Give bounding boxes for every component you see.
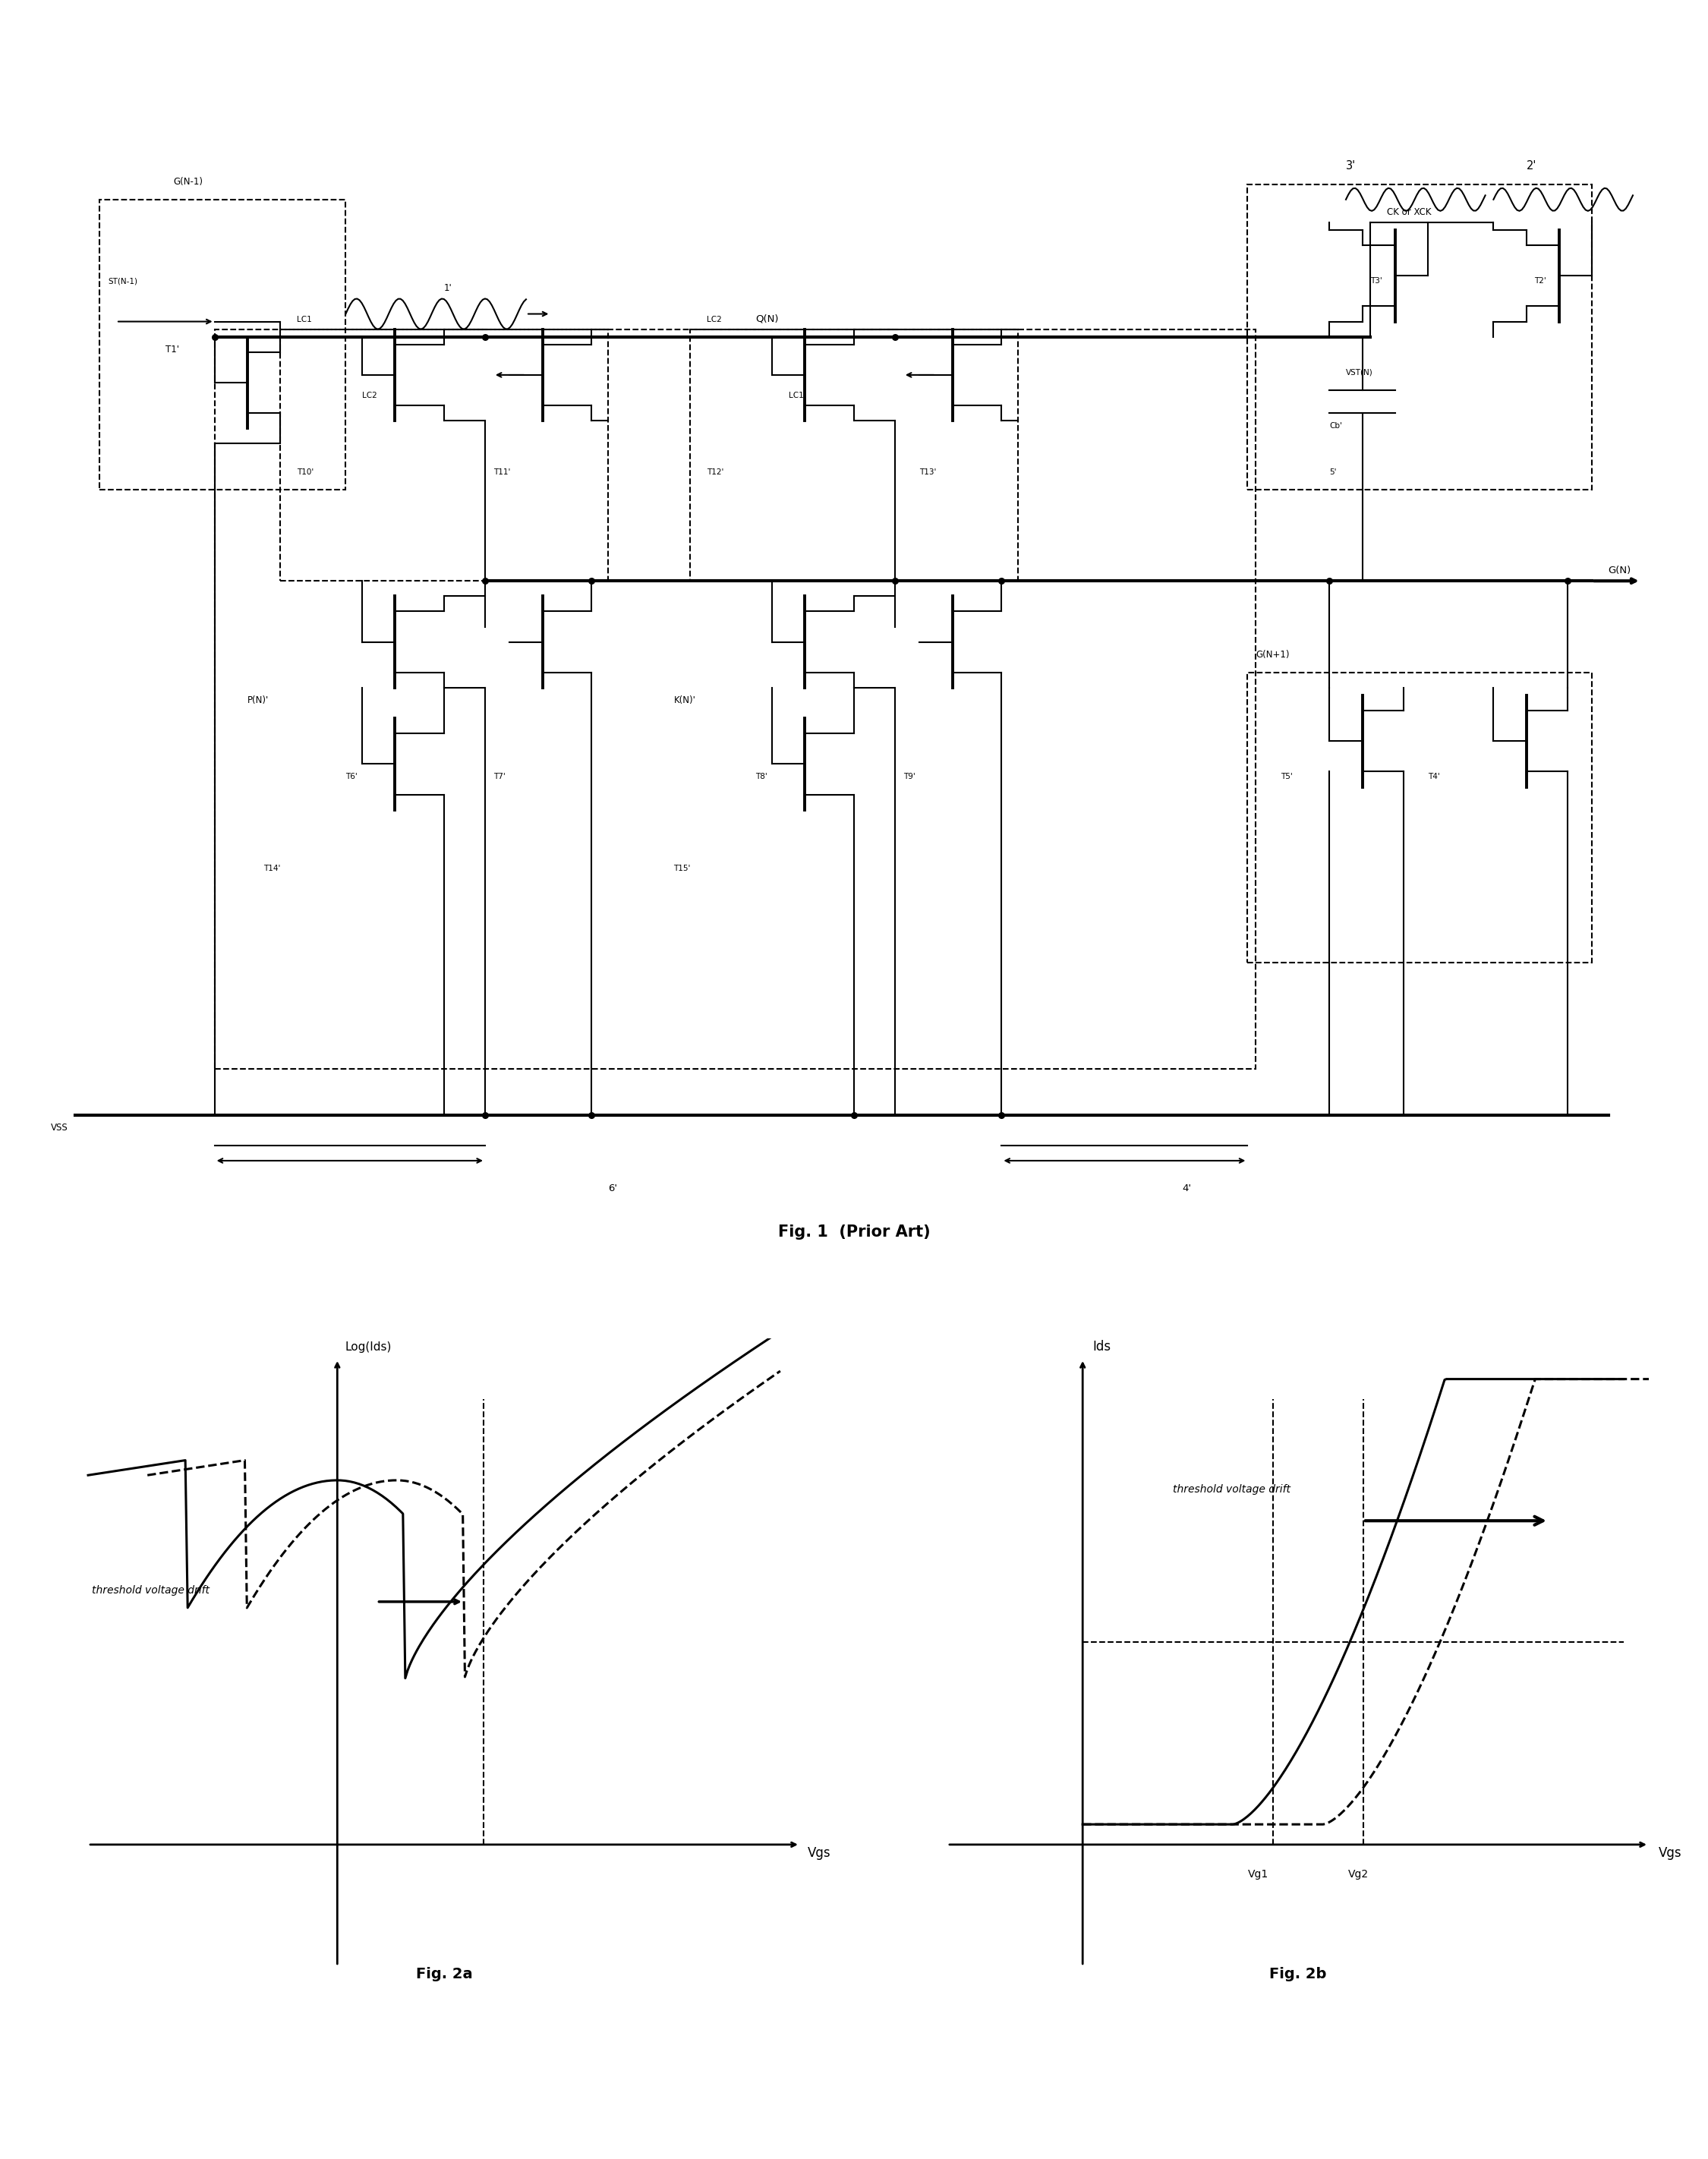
Text: T13': T13' [919, 469, 936, 475]
Text: T4': T4' [1428, 773, 1440, 782]
Text: K(N)': K(N)' [673, 695, 695, 706]
Point [987, 1097, 1015, 1131]
Point [1315, 563, 1342, 598]
Point [577, 563, 605, 598]
Text: T14': T14' [263, 866, 280, 872]
Text: Fig. 2b: Fig. 2b [1269, 1967, 1327, 1982]
Text: G(N-1): G(N-1) [174, 177, 203, 186]
Point [202, 320, 229, 354]
Point [987, 563, 1015, 598]
Bar [690, 328, 1018, 581]
Text: ST(N-1): ST(N-1) [108, 276, 138, 285]
Text: Q(N): Q(N) [755, 313, 779, 324]
Text: T6': T6' [345, 773, 357, 782]
Text: Vgs: Vgs [1658, 1846, 1682, 1859]
Text: LC1: LC1 [297, 315, 311, 324]
Text: LC2: LC2 [362, 391, 377, 399]
Point [471, 320, 499, 354]
Text: G(N): G(N) [1609, 566, 1631, 576]
Text: 2': 2' [1527, 160, 1537, 171]
Text: 6': 6' [608, 1183, 617, 1194]
Point [881, 563, 909, 598]
Point [840, 1097, 868, 1131]
Text: Vg1: Vg1 [1249, 1870, 1269, 1878]
Text: threshold voltage drift: threshold voltage drift [92, 1585, 210, 1596]
Text: LC2: LC2 [707, 315, 721, 324]
Text: T9': T9' [904, 773, 915, 782]
Text: G(N+1): G(N+1) [1255, 650, 1290, 658]
Text: LC1: LC1 [789, 391, 803, 399]
Bar [280, 328, 608, 581]
Text: Ids: Ids [1093, 1341, 1110, 1354]
Text: T12': T12' [707, 469, 724, 475]
Text: 1': 1' [444, 283, 453, 294]
Text: 4': 4' [1182, 1183, 1190, 1194]
Text: T15': T15' [673, 866, 690, 872]
Text: T1': T1' [166, 345, 179, 354]
Text: VST(N): VST(N) [1346, 369, 1373, 376]
Point [577, 1097, 605, 1131]
Point [1554, 563, 1582, 598]
Text: P(N)': P(N)' [248, 695, 268, 706]
Text: CK or XCK: CK or XCK [1387, 207, 1431, 218]
Text: Vgs: Vgs [808, 1846, 832, 1859]
Text: T5': T5' [1281, 773, 1293, 782]
Text: T10': T10' [297, 469, 313, 475]
Text: Fig. 1  (Prior Art): Fig. 1 (Prior Art) [777, 1224, 931, 1239]
Text: Cb': Cb' [1329, 423, 1342, 430]
Text: Log(Ids): Log(Ids) [345, 1341, 391, 1354]
Text: Fig. 2a: Fig. 2a [415, 1967, 473, 1982]
Bar [1247, 184, 1592, 490]
Text: threshold voltage drift: threshold voltage drift [1173, 1483, 1291, 1494]
Text: T7': T7' [494, 773, 506, 782]
Text: Vg2: Vg2 [1348, 1870, 1368, 1878]
Point [471, 1097, 499, 1131]
Bar [1247, 671, 1592, 963]
Text: T3': T3' [1370, 276, 1382, 285]
Bar [99, 199, 345, 490]
Point [881, 320, 909, 354]
Text: T2': T2' [1534, 276, 1546, 285]
Bar [215, 328, 1255, 1069]
Text: T11': T11' [494, 469, 511, 475]
Text: VSS: VSS [51, 1123, 68, 1133]
Point [471, 563, 499, 598]
Text: 3': 3' [1346, 160, 1356, 171]
Text: 5': 5' [1329, 469, 1337, 475]
Text: T8': T8' [755, 773, 767, 782]
